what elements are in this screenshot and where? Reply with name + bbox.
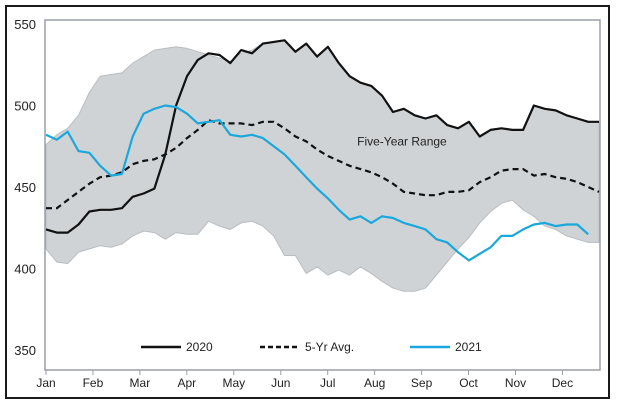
series-line-2020 <box>45 39 599 234</box>
y-tick-label-400: 400 <box>14 262 36 277</box>
x-tick-label-oct: Oct <box>459 376 478 390</box>
legend: 2020 5-Yr Avg. 2021 <box>141 340 482 354</box>
series-layer <box>45 39 600 262</box>
x-tick-label-dec: Dec <box>552 376 573 390</box>
legend-label-5yr-avg: 5-Yr Avg. <box>305 340 354 354</box>
y-tick-label-450: 450 <box>14 180 36 195</box>
five-year-range-label: Five-Year Range <box>357 134 447 148</box>
x-tick-label-jan: Jan <box>36 376 55 390</box>
series-line-5-yr-avg <box>46 119 600 210</box>
y-axis: 350 400 450 500 550 <box>14 17 36 358</box>
x-tick-label-may: May <box>222 376 245 390</box>
x-tick-label-nov: Nov <box>505 376 526 390</box>
plot-area-border <box>44 19 601 371</box>
legend-label-2021: 2021 <box>455 340 482 354</box>
x-tick-label-apr: Apr <box>178 376 197 390</box>
x-tick-label-jul: Jul <box>320 376 335 390</box>
x-tick-label-aug: Aug <box>364 376 385 390</box>
x-axis: Jan Feb Mar Apr May Jun Jul Aug Sep Oct Nov Dec <box>36 370 573 390</box>
x-tick-label-feb: Feb <box>83 376 104 390</box>
y-tick-label-550: 550 <box>14 17 36 32</box>
legend-label-2020: 2020 <box>186 340 213 354</box>
x-tick-label-sep: Sep <box>411 376 433 390</box>
x-tick-label-mar: Mar <box>130 376 151 390</box>
y-tick-label-350: 350 <box>14 343 36 358</box>
series-line-2021 <box>45 104 589 262</box>
range-band-layer <box>45 39 600 292</box>
x-tick-label-jun: Jun <box>271 376 290 390</box>
five-year-range-band <box>45 39 600 292</box>
y-tick-label-500: 500 <box>14 99 36 114</box>
chart-frame <box>5 5 610 399</box>
